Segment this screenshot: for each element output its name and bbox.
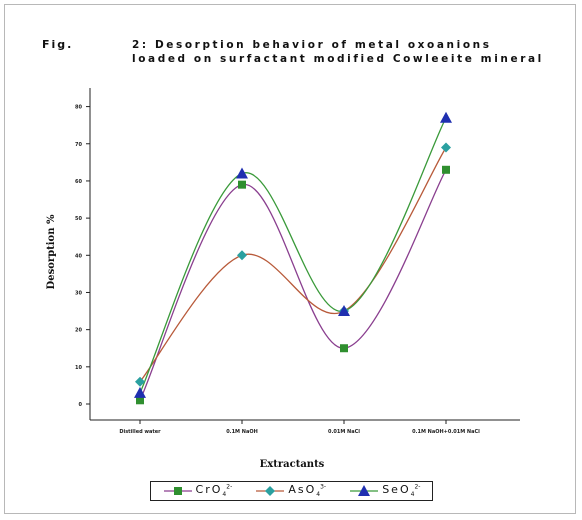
legend-label: CrO42- — [195, 483, 233, 499]
y-tick-label: 10 — [75, 365, 82, 371]
legend-marker — [173, 487, 182, 495]
data-point-diamond — [441, 142, 451, 153]
y-tick-label: 40 — [75, 253, 82, 259]
legend-label: SeO42- — [382, 483, 421, 499]
data-point-diamond — [237, 250, 247, 261]
axes — [89, 88, 520, 421]
legend-marker — [265, 486, 276, 496]
y-axis-ticks: 0 10 20 30 40 50 60 70 80 — [75, 105, 90, 408]
data-point-square — [238, 180, 246, 189]
data-point-square — [442, 165, 450, 174]
x-tick-label: Distilled water — [119, 429, 161, 435]
legend-item: CrO42- — [163, 483, 233, 499]
x-tick-label: 0.1M NaOH+0.01M NaCl — [412, 429, 480, 435]
data-point-triangle — [236, 167, 248, 179]
y-tick-label: 60 — [75, 179, 82, 185]
series-line-square — [139, 169, 447, 401]
y-axis-title: Desorption % — [46, 214, 57, 289]
legend-swatch — [256, 486, 285, 496]
data-point-diamond — [135, 376, 145, 387]
y-tick-label: 30 — [75, 290, 82, 296]
x-axis-title: Extractants — [260, 459, 325, 470]
series-lines — [139, 117, 447, 401]
data-point-triangle — [134, 386, 146, 398]
figure-title: 2: Desorption behavior of metal oxoanion… — [132, 39, 544, 65]
legend-item: AsO43- — [255, 483, 327, 499]
legend-item: SeO42- — [349, 483, 421, 499]
y-tick-label: 70 — [75, 142, 82, 148]
series-line-diamond — [139, 147, 447, 383]
legend-swatch — [163, 487, 192, 495]
y-tick-label: 50 — [75, 216, 82, 222]
data-point-triangle — [440, 111, 452, 123]
y-tick-label: 20 — [75, 328, 82, 334]
legend: CrO42- AsO43- SeO42- — [150, 481, 433, 501]
legend-label: AsO43- — [288, 483, 327, 499]
x-tick-label: 0.1M NaOH — [226, 429, 258, 435]
y-tick-label: 0 — [79, 402, 83, 408]
data-point-triangle — [338, 305, 350, 317]
legend-swatch — [350, 485, 379, 496]
data-point-square — [136, 396, 144, 405]
y-tick-label: 80 — [75, 105, 82, 111]
x-tick-label: 0.01M NaCl — [328, 429, 360, 435]
series-line-triangle — [139, 117, 447, 394]
figure-frame — [4, 4, 576, 514]
x-axis-ticks: Distilled water 0.1M NaOH 0.01M NaCl 0.1M N… — [119, 420, 480, 435]
series-markers — [134, 111, 452, 405]
data-point-square — [340, 344, 348, 353]
legend-marker — [358, 485, 371, 496]
figure-label: Fig. — [42, 38, 74, 51]
